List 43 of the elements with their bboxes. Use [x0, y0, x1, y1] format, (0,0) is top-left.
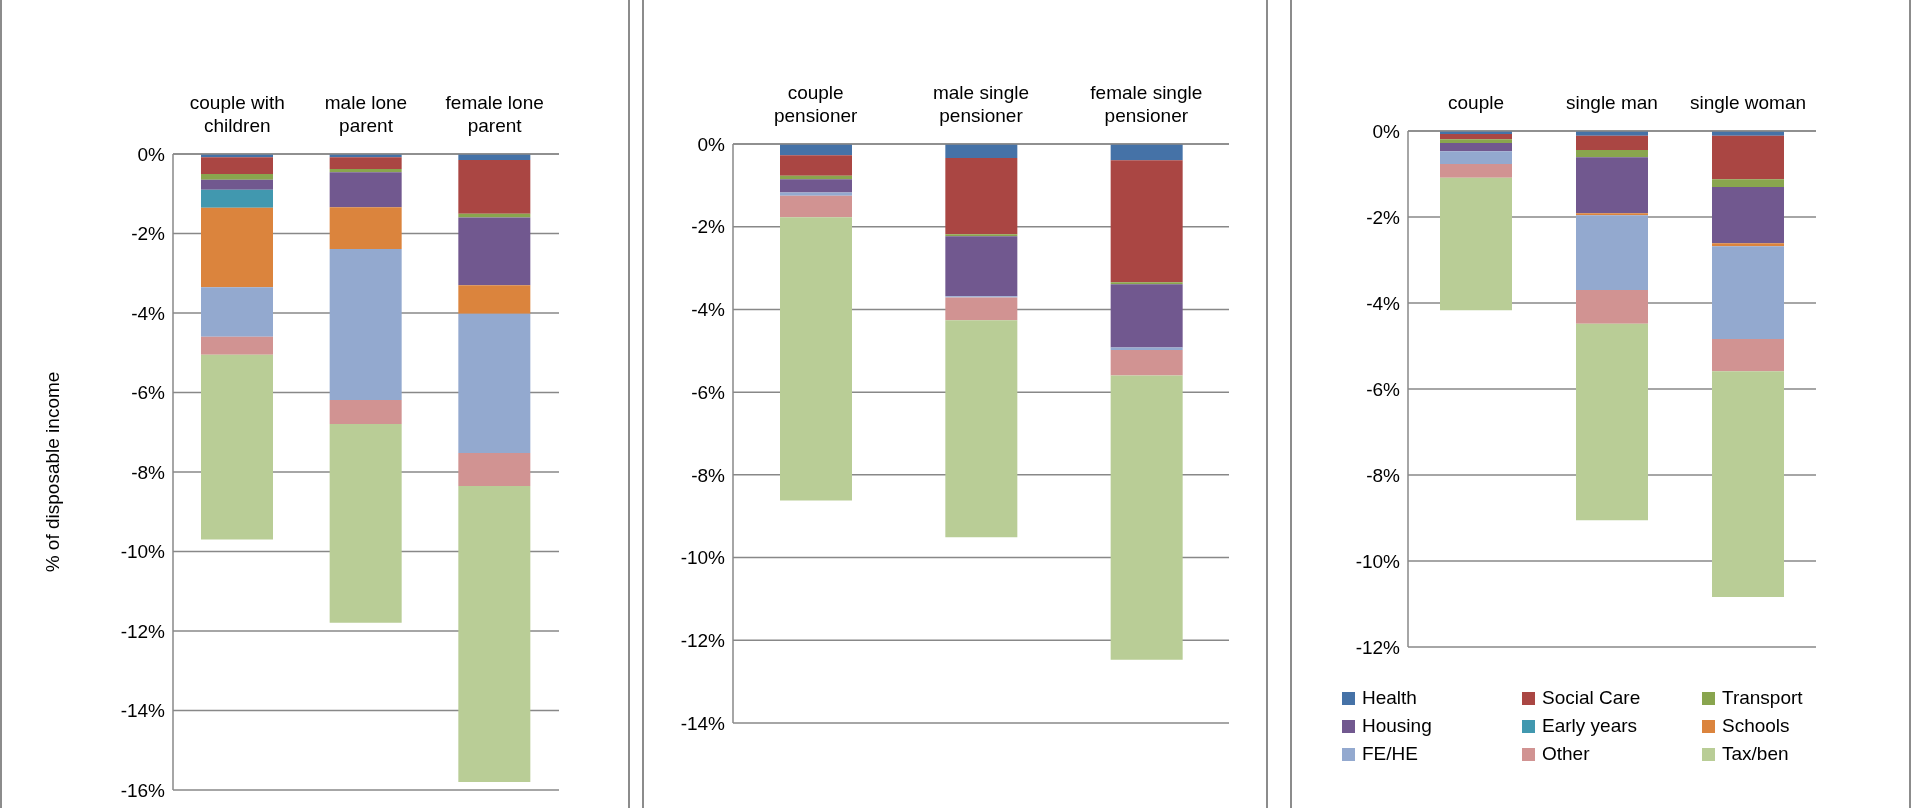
- y-tick-label: -10%: [1355, 550, 1401, 572]
- y-tick-label: 0%: [1372, 120, 1401, 142]
- y-tick-label: -6%: [131, 382, 166, 404]
- y-axis-title: % of disposable income: [41, 371, 63, 573]
- x-tick-label: male lone parent: [324, 92, 408, 136]
- legend-label: Health: [1362, 687, 1417, 709]
- y-tick-label: -2%: [691, 216, 726, 238]
- y-tick-label: -10%: [120, 541, 166, 563]
- y-tick-label: -4%: [691, 299, 726, 321]
- y-tick-label: -4%: [131, 302, 166, 324]
- legend-label: FE/HE: [1362, 743, 1418, 765]
- y-tick-label: -8%: [691, 464, 726, 486]
- legend-label: Tax/ben: [1722, 743, 1789, 765]
- y-tick-label: -6%: [691, 381, 726, 403]
- x-tick-label: male single pensioner: [932, 82, 1030, 126]
- y-tick-label: -12%: [120, 620, 166, 642]
- y-tick-label: -2%: [131, 223, 166, 245]
- legend-label: Housing: [1362, 715, 1432, 737]
- y-tick-label: 0%: [137, 143, 166, 165]
- y-tick-label: -12%: [1355, 636, 1401, 658]
- x-tick-label: female single pensioner: [1090, 82, 1203, 126]
- x-tick-label: couple with children: [189, 92, 285, 136]
- x-tick-label: couple: [1448, 92, 1504, 113]
- legend-label: Social Care: [1542, 687, 1641, 709]
- x-tick-label: couple pensioner: [773, 82, 859, 126]
- y-tick-label: -14%: [680, 712, 726, 734]
- y-tick-label: -16%: [120, 779, 166, 801]
- y-tick-label: -2%: [1366, 206, 1401, 228]
- y-tick-label: -12%: [680, 630, 726, 652]
- y-tick-label: -4%: [1366, 292, 1401, 314]
- x-tick-label: single man: [1566, 92, 1658, 113]
- y-tick-label: -8%: [131, 461, 166, 483]
- x-tick-label: single woman: [1689, 92, 1807, 113]
- y-tick-label: -10%: [680, 547, 726, 569]
- legend-label: Transport: [1722, 687, 1803, 709]
- y-tick-label: 0%: [697, 133, 726, 155]
- y-tick-label: -6%: [1366, 378, 1401, 400]
- x-tick-label: female lone parent: [445, 92, 544, 136]
- y-tick-label: -14%: [120, 700, 166, 722]
- y-tick-label: -8%: [1366, 464, 1401, 486]
- legend-label: Other: [1542, 743, 1590, 765]
- legend-label: Early years: [1542, 715, 1638, 737]
- legend-label: Schools: [1722, 715, 1790, 737]
